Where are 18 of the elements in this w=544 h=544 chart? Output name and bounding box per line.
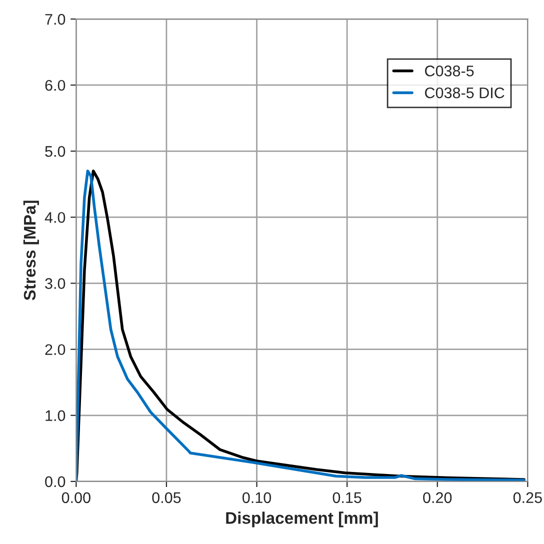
y-tick-label: 1.0	[46, 410, 66, 422]
x-axis-title: Displacement [mm]	[226, 512, 378, 528]
x-tick-label: 0.20	[423, 492, 452, 504]
y-tick-label: 3.0	[45, 278, 66, 289]
y-axis-title: Stress [MPa]	[23, 200, 39, 300]
y-tick-label: 0.0	[45, 476, 66, 488]
y-tick-label: 5.0	[45, 146, 66, 157]
x-tick-label: 0.00	[62, 492, 90, 504]
x-tick-label: 0.10	[242, 492, 272, 504]
y-tick-label: 6.0	[45, 80, 66, 91]
y-tick-label: 2.0	[45, 344, 66, 356]
x-tick-label: 0.15	[332, 492, 362, 504]
y-tick-label: 7.0	[45, 14, 66, 25]
legend-label: C038-5 DIC	[425, 87, 504, 98]
y-tick-label: 4.0	[44, 212, 66, 223]
legend-label: C038-5	[425, 66, 474, 76]
x-tick-label: 0.05	[152, 492, 181, 504]
x-tick-label: 0.25	[513, 492, 542, 504]
